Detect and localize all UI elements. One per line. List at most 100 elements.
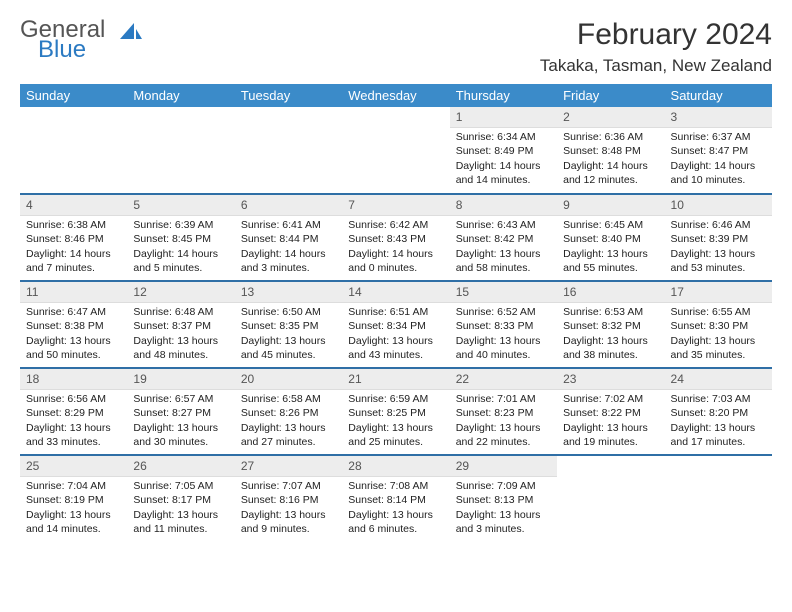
day-details: Sunrise: 6:43 AMSunset: 8:42 PMDaylight:… [450, 216, 557, 279]
calendar-cell: 4Sunrise: 6:38 AMSunset: 8:46 PMDaylight… [20, 194, 127, 280]
day-details: Sunrise: 7:05 AMSunset: 8:17 PMDaylight:… [127, 477, 234, 540]
calendar-cell [557, 455, 664, 541]
calendar-table: SundayMondayTuesdayWednesdayThursdayFrid… [20, 84, 772, 541]
day-details: Sunrise: 6:37 AMSunset: 8:47 PMDaylight:… [665, 128, 772, 191]
day-number: 4 [20, 195, 127, 216]
day-details: Sunrise: 6:58 AMSunset: 8:26 PMDaylight:… [235, 390, 342, 453]
day-number: 17 [665, 282, 772, 303]
calendar-cell: 15Sunrise: 6:52 AMSunset: 8:33 PMDayligh… [450, 281, 557, 367]
calendar-row: 25Sunrise: 7:04 AMSunset: 8:19 PMDayligh… [20, 455, 772, 541]
calendar-cell [127, 107, 234, 193]
day-number: 25 [20, 456, 127, 477]
day-number: 2 [557, 107, 664, 128]
calendar-cell: 6Sunrise: 6:41 AMSunset: 8:44 PMDaylight… [235, 194, 342, 280]
calendar-cell: 5Sunrise: 6:39 AMSunset: 8:45 PMDaylight… [127, 194, 234, 280]
day-details: Sunrise: 6:34 AMSunset: 8:49 PMDaylight:… [450, 128, 557, 191]
calendar-cell: 26Sunrise: 7:05 AMSunset: 8:17 PMDayligh… [127, 455, 234, 541]
day-details: Sunrise: 6:50 AMSunset: 8:35 PMDaylight:… [235, 303, 342, 366]
calendar-cell: 29Sunrise: 7:09 AMSunset: 8:13 PMDayligh… [450, 455, 557, 541]
calendar-cell: 17Sunrise: 6:55 AMSunset: 8:30 PMDayligh… [665, 281, 772, 367]
day-number: 11 [20, 282, 127, 303]
day-details: Sunrise: 7:04 AMSunset: 8:19 PMDaylight:… [20, 477, 127, 540]
day-details: Sunrise: 7:01 AMSunset: 8:23 PMDaylight:… [450, 390, 557, 453]
calendar-cell: 13Sunrise: 6:50 AMSunset: 8:35 PMDayligh… [235, 281, 342, 367]
calendar-cell: 27Sunrise: 7:07 AMSunset: 8:16 PMDayligh… [235, 455, 342, 541]
calendar-cell [235, 107, 342, 193]
day-number: 20 [235, 369, 342, 390]
day-number: 28 [342, 456, 449, 477]
calendar-cell: 25Sunrise: 7:04 AMSunset: 8:19 PMDayligh… [20, 455, 127, 541]
day-number: 9 [557, 195, 664, 216]
weekday-header: Monday [127, 84, 234, 107]
weekday-header: Friday [557, 84, 664, 107]
calendar-cell: 18Sunrise: 6:56 AMSunset: 8:29 PMDayligh… [20, 368, 127, 454]
calendar-cell: 12Sunrise: 6:48 AMSunset: 8:37 PMDayligh… [127, 281, 234, 367]
day-details: Sunrise: 6:42 AMSunset: 8:43 PMDaylight:… [342, 216, 449, 279]
day-details: Sunrise: 6:56 AMSunset: 8:29 PMDaylight:… [20, 390, 127, 453]
calendar-cell: 8Sunrise: 6:43 AMSunset: 8:42 PMDaylight… [450, 194, 557, 280]
calendar-cell: 24Sunrise: 7:03 AMSunset: 8:20 PMDayligh… [665, 368, 772, 454]
day-number: 14 [342, 282, 449, 303]
calendar-cell: 21Sunrise: 6:59 AMSunset: 8:25 PMDayligh… [342, 368, 449, 454]
day-details: Sunrise: 6:41 AMSunset: 8:44 PMDaylight:… [235, 216, 342, 279]
calendar-cell: 28Sunrise: 7:08 AMSunset: 8:14 PMDayligh… [342, 455, 449, 541]
day-details: Sunrise: 6:57 AMSunset: 8:27 PMDaylight:… [127, 390, 234, 453]
day-details: Sunrise: 6:53 AMSunset: 8:32 PMDaylight:… [557, 303, 664, 366]
calendar-row: 18Sunrise: 6:56 AMSunset: 8:29 PMDayligh… [20, 368, 772, 454]
day-number: 1 [450, 107, 557, 128]
day-details: Sunrise: 7:03 AMSunset: 8:20 PMDaylight:… [665, 390, 772, 453]
calendar-body: 1Sunrise: 6:34 AMSunset: 8:49 PMDaylight… [20, 107, 772, 541]
day-details: Sunrise: 7:02 AMSunset: 8:22 PMDaylight:… [557, 390, 664, 453]
weekday-header: Thursday [450, 84, 557, 107]
day-details: Sunrise: 6:48 AMSunset: 8:37 PMDaylight:… [127, 303, 234, 366]
day-number: 6 [235, 195, 342, 216]
day-details: Sunrise: 6:55 AMSunset: 8:30 PMDaylight:… [665, 303, 772, 366]
day-number: 16 [557, 282, 664, 303]
weekday-header: Tuesday [235, 84, 342, 107]
weekday-header: Wednesday [342, 84, 449, 107]
calendar-cell: 14Sunrise: 6:51 AMSunset: 8:34 PMDayligh… [342, 281, 449, 367]
calendar-cell: 9Sunrise: 6:45 AMSunset: 8:40 PMDaylight… [557, 194, 664, 280]
day-details: Sunrise: 6:51 AMSunset: 8:34 PMDaylight:… [342, 303, 449, 366]
calendar-cell [20, 107, 127, 193]
day-number: 15 [450, 282, 557, 303]
day-details: Sunrise: 6:45 AMSunset: 8:40 PMDaylight:… [557, 216, 664, 279]
day-number: 29 [450, 456, 557, 477]
day-number: 3 [665, 107, 772, 128]
day-number: 10 [665, 195, 772, 216]
day-details: Sunrise: 6:39 AMSunset: 8:45 PMDaylight:… [127, 216, 234, 279]
location: Takaka, Tasman, New Zealand [540, 56, 772, 76]
day-number: 23 [557, 369, 664, 390]
day-details: Sunrise: 7:07 AMSunset: 8:16 PMDaylight:… [235, 477, 342, 540]
day-details: Sunrise: 6:59 AMSunset: 8:25 PMDaylight:… [342, 390, 449, 453]
calendar-cell: 10Sunrise: 6:46 AMSunset: 8:39 PMDayligh… [665, 194, 772, 280]
calendar-cell: 19Sunrise: 6:57 AMSunset: 8:27 PMDayligh… [127, 368, 234, 454]
calendar-cell: 11Sunrise: 6:47 AMSunset: 8:38 PMDayligh… [20, 281, 127, 367]
calendar-cell: 1Sunrise: 6:34 AMSunset: 8:49 PMDaylight… [450, 107, 557, 193]
calendar-cell: 22Sunrise: 7:01 AMSunset: 8:23 PMDayligh… [450, 368, 557, 454]
month-title: February 2024 [540, 18, 772, 52]
day-details: Sunrise: 6:47 AMSunset: 8:38 PMDaylight:… [20, 303, 127, 366]
header: General Blue February 2024 Takaka, Tasma… [20, 18, 772, 76]
day-details: Sunrise: 7:08 AMSunset: 8:14 PMDaylight:… [342, 477, 449, 540]
calendar-cell: 23Sunrise: 7:02 AMSunset: 8:22 PMDayligh… [557, 368, 664, 454]
day-details: Sunrise: 6:52 AMSunset: 8:33 PMDaylight:… [450, 303, 557, 366]
day-number: 18 [20, 369, 127, 390]
day-number: 27 [235, 456, 342, 477]
calendar-cell: 20Sunrise: 6:58 AMSunset: 8:26 PMDayligh… [235, 368, 342, 454]
calendar-cell [665, 455, 772, 541]
brand-logo: General Blue [20, 18, 144, 62]
calendar-cell: 16Sunrise: 6:53 AMSunset: 8:32 PMDayligh… [557, 281, 664, 367]
day-number: 13 [235, 282, 342, 303]
day-number: 24 [665, 369, 772, 390]
calendar-head: SundayMondayTuesdayWednesdayThursdayFrid… [20, 84, 772, 107]
sail-icon [116, 21, 144, 41]
day-number: 19 [127, 369, 234, 390]
calendar-row: 1Sunrise: 6:34 AMSunset: 8:49 PMDaylight… [20, 107, 772, 193]
calendar-cell: 2Sunrise: 6:36 AMSunset: 8:48 PMDaylight… [557, 107, 664, 193]
calendar-cell: 3Sunrise: 6:37 AMSunset: 8:47 PMDaylight… [665, 107, 772, 193]
day-number: 7 [342, 195, 449, 216]
weekday-header: Sunday [20, 84, 127, 107]
day-number: 8 [450, 195, 557, 216]
calendar-row: 11Sunrise: 6:47 AMSunset: 8:38 PMDayligh… [20, 281, 772, 367]
